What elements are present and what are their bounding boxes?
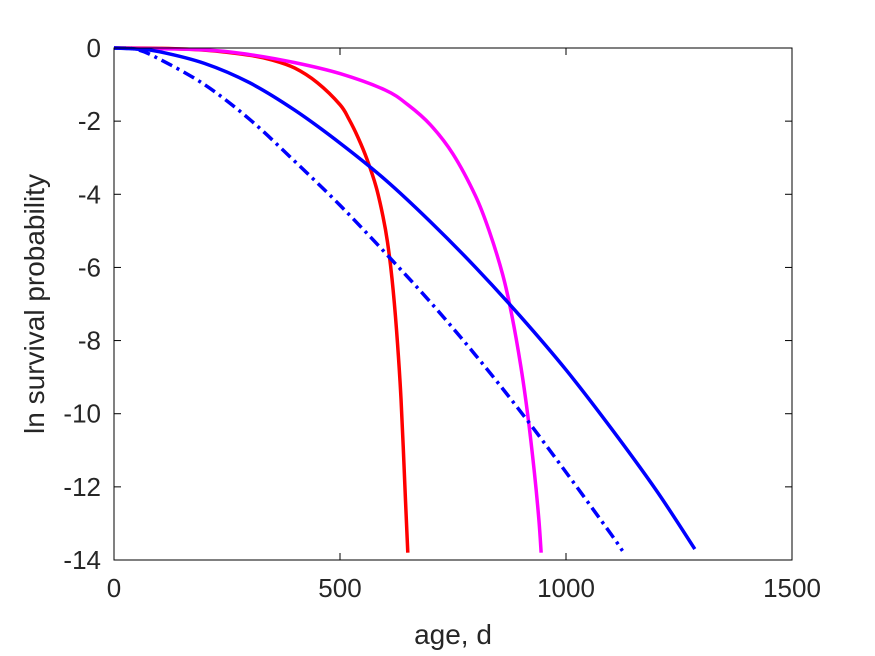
series-line-2	[113, 46, 543, 553]
y-tick-label: -6	[78, 252, 101, 282]
y-tick-label: -8	[78, 326, 101, 356]
x-tick-label: 0	[107, 573, 121, 603]
series-line-3	[113, 46, 697, 550]
tick-labels: 0 500 1000 1500 0 -2 -4 -6 -8 -10 -12 -14	[63, 33, 821, 603]
y-tick-label: 0	[87, 33, 101, 63]
y-tick-label: -2	[78, 106, 101, 136]
data-series	[113, 46, 697, 553]
y-tick-label: -14	[63, 545, 101, 575]
axes-frame	[113, 47, 793, 561]
series-line-4	[113, 46, 624, 552]
x-tick-label: 500	[318, 573, 361, 603]
plot-area	[114, 48, 792, 560]
y-axis-label: ln survival probability	[19, 174, 50, 434]
y-tick-label: -12	[63, 472, 101, 502]
x-axis-label: age, d	[414, 619, 492, 650]
y-tick-label: -4	[78, 179, 101, 209]
x-tick-label: 1000	[537, 573, 595, 603]
x-tick-label: 1500	[763, 573, 821, 603]
y-tick-label: -10	[63, 399, 101, 429]
